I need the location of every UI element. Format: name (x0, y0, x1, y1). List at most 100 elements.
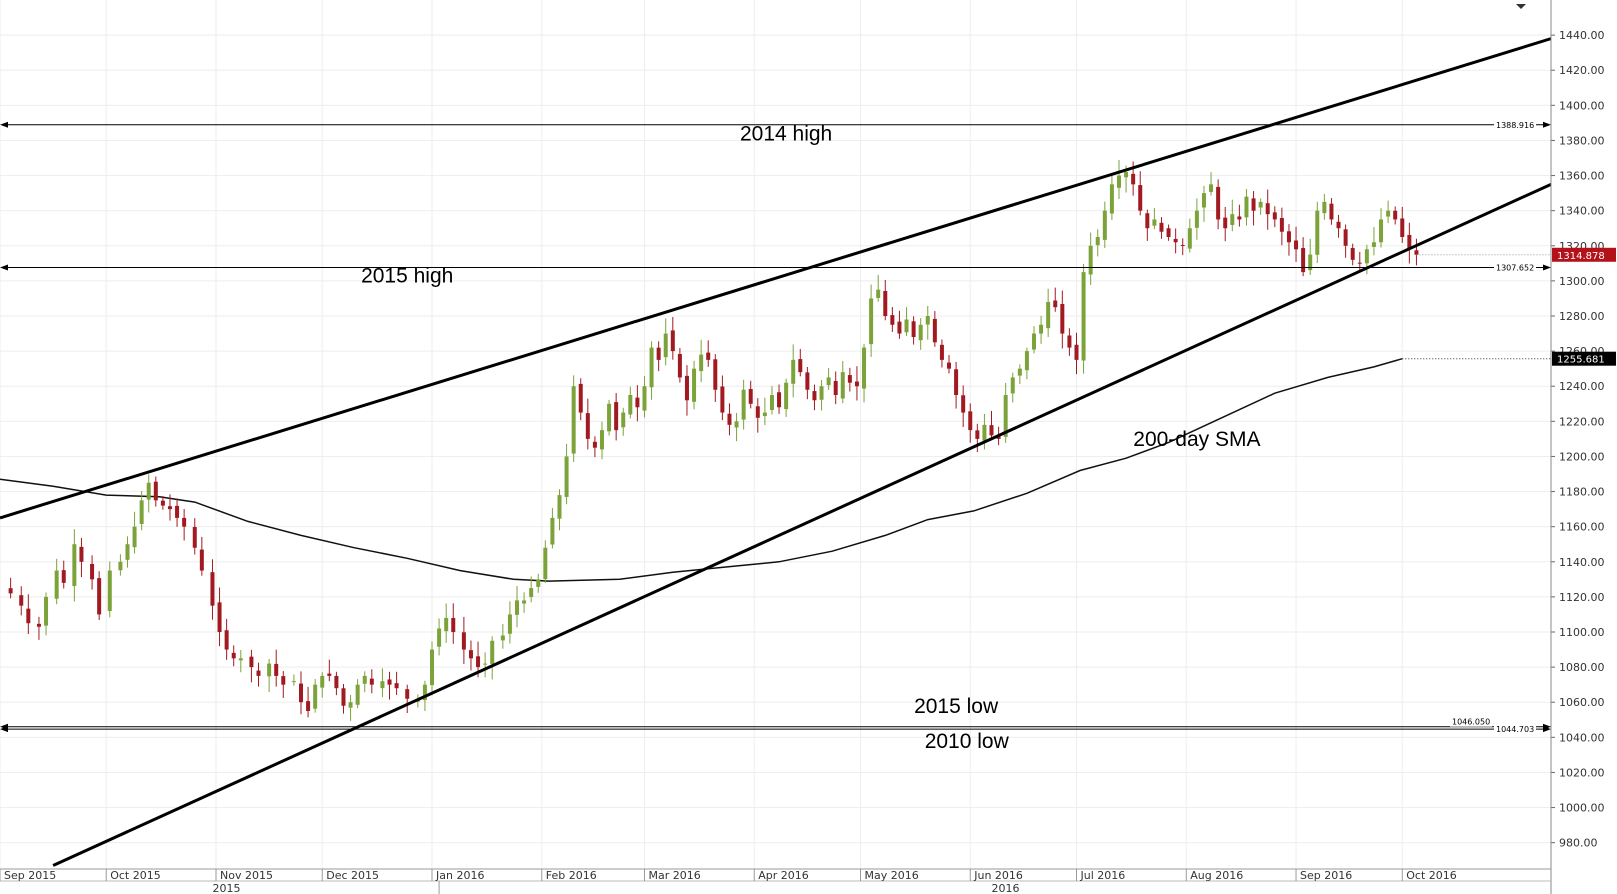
candle-down (1251, 198, 1256, 211)
candle-down (812, 391, 817, 401)
candle-down (670, 330, 675, 352)
trendline (52, 182, 1552, 867)
candle-up (1003, 395, 1008, 437)
candle-up (599, 430, 604, 450)
price-label-text: 1314.878 (1557, 251, 1605, 262)
candle-down (1067, 335, 1072, 348)
x-tick-label: May 2016 (864, 869, 918, 882)
candle-down (274, 663, 279, 676)
candle-up (529, 588, 534, 597)
y-tick-label: 1400.00 (1559, 99, 1605, 112)
candle-up (1308, 254, 1313, 271)
annotation-label: 2015 low (914, 695, 999, 718)
candle-down (883, 291, 888, 316)
y-tick-label: 1440.00 (1559, 29, 1605, 42)
price-label-bg (1552, 351, 1616, 366)
candle-down (61, 570, 66, 583)
candle-down (182, 517, 187, 527)
candle-up (515, 600, 519, 615)
candle-up (1010, 377, 1015, 394)
y-tick-label: 1380.00 (1559, 134, 1605, 147)
candle-up (663, 333, 668, 358)
price-label-bg (1552, 247, 1616, 262)
candle-up (380, 681, 385, 689)
candle-up (238, 658, 243, 661)
candle-down (1357, 262, 1362, 264)
candle-down (192, 527, 197, 548)
trendlines (0, 37, 1552, 867)
candle-down (1145, 213, 1150, 229)
grid (0, 0, 1551, 869)
candle-up (422, 684, 427, 701)
candle-up (72, 544, 77, 587)
candle-down (1166, 228, 1171, 237)
candle-down (1074, 344, 1079, 360)
x-tick-label: Oct 2016 (1406, 869, 1457, 882)
candle-down (706, 352, 711, 360)
candle-down (1060, 303, 1065, 334)
x-year-label: 2016 (992, 882, 1020, 894)
candle-up (543, 547, 548, 580)
candle-up (125, 544, 130, 560)
candle-down (468, 650, 473, 659)
y-tick-label: 1420.00 (1559, 64, 1605, 77)
y-tick-label: 1360.00 (1559, 170, 1605, 183)
candle-up (621, 412, 626, 428)
candle-down (394, 683, 399, 689)
candle-down (847, 375, 852, 383)
y-tick-label: 1000.00 (1559, 802, 1605, 815)
y-tick-label: 980.00 (1559, 837, 1598, 850)
candle-down (1180, 244, 1185, 246)
y-tick-label: 1240.00 (1559, 380, 1605, 393)
candle-up (267, 663, 272, 677)
candle-down (798, 359, 803, 373)
candle-down (341, 688, 346, 706)
candle-down (677, 354, 682, 378)
candle-up (1201, 193, 1206, 208)
candle-down (1414, 250, 1419, 255)
candle-down (1173, 238, 1178, 243)
candle-up (536, 579, 541, 587)
candle-up (132, 526, 137, 548)
candle-up (507, 614, 512, 634)
level-value-bg (1450, 716, 1492, 727)
candle-down (1343, 229, 1348, 246)
candle-down (777, 392, 782, 408)
candle-down (1159, 222, 1164, 232)
y-tick-label: 1020.00 (1559, 766, 1605, 779)
candle-up (869, 298, 874, 345)
candle-down (1301, 247, 1306, 273)
y-tick-label: 1300.00 (1559, 275, 1605, 288)
level-arrow-left (0, 121, 8, 128)
candle-down (160, 500, 165, 506)
candle-down (1216, 186, 1221, 220)
x-axis: Sep 2015 Oct 2015 Nov 2015 Dec 2015 Jan 2016… (0, 868, 1551, 894)
candle-up (1322, 201, 1327, 214)
candle-up (918, 324, 923, 341)
level-value-label: 1046.050 (1452, 718, 1490, 727)
candle-down (727, 413, 732, 425)
candle-up (1109, 184, 1114, 214)
candle-down (36, 623, 41, 627)
candle-down (1329, 203, 1334, 220)
candle-down (755, 406, 760, 418)
candle-down (656, 347, 661, 360)
candle-up (430, 649, 435, 686)
candle-down (461, 632, 466, 650)
candle-up (1187, 228, 1192, 249)
candle-up (571, 386, 576, 454)
candle-down (1279, 218, 1284, 232)
candle-up (862, 347, 867, 389)
candle-down (1053, 300, 1058, 308)
candle-down (334, 675, 339, 689)
candle-up (904, 319, 909, 333)
x-tick-label: Sep 2015 (4, 869, 56, 882)
candle-up (607, 403, 612, 432)
candle-down (405, 689, 410, 699)
candle-down (911, 321, 916, 338)
level-value-bg (1494, 119, 1536, 130)
candle-down (833, 380, 838, 395)
candle-down (1336, 221, 1341, 229)
collapse-arrow-icon[interactable] (1516, 4, 1526, 9)
